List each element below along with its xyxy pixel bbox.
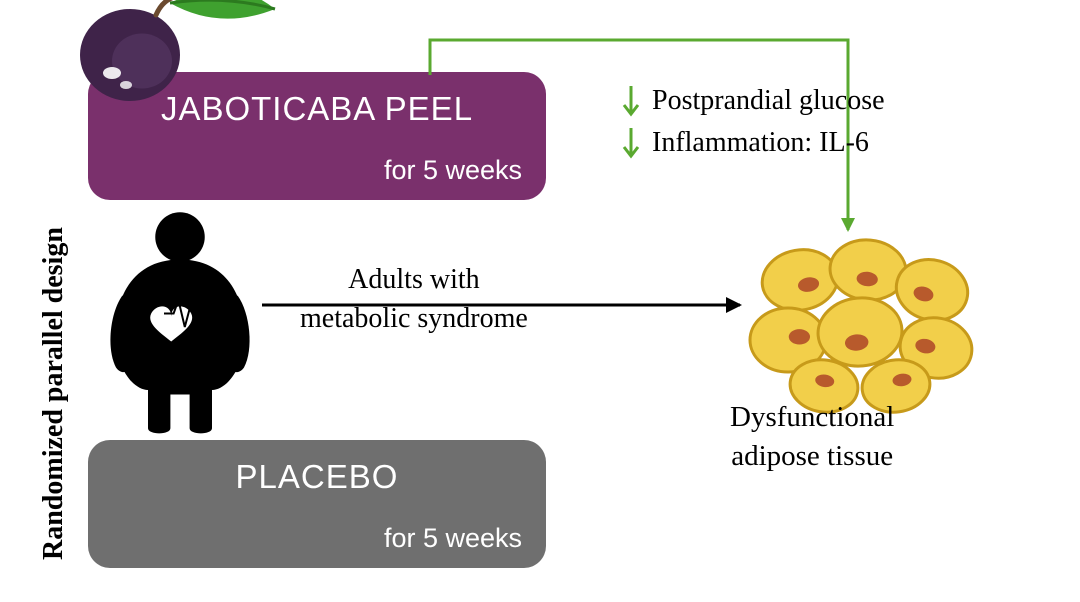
population-line2: metabolic syndrome xyxy=(300,303,528,334)
adipose-line2: adipose tissue xyxy=(731,440,893,472)
outcome-row: Postprandial glucose xyxy=(620,80,885,122)
adipose-line1: Dysfunctional xyxy=(730,401,894,433)
down-arrow-icon xyxy=(620,126,642,160)
adipose-label: Dysfunctional adipose tissue xyxy=(730,398,894,476)
diagram-canvas: Randomized parallel design JABOTICABA PE… xyxy=(0,0,1080,602)
population-label: Adults with metabolic syndrome xyxy=(300,260,528,338)
down-arrow-icon xyxy=(620,84,642,118)
outcomes-list: Postprandial glucose Inflammation: IL-6 xyxy=(620,80,885,164)
population-line1: Adults with xyxy=(348,264,479,295)
outcome-row: Inflammation: IL-6 xyxy=(620,122,885,164)
arrow-layer xyxy=(0,0,1080,602)
outcome-label: Postprandial glucose xyxy=(652,80,885,122)
outcome-label: Inflammation: IL-6 xyxy=(652,122,869,164)
